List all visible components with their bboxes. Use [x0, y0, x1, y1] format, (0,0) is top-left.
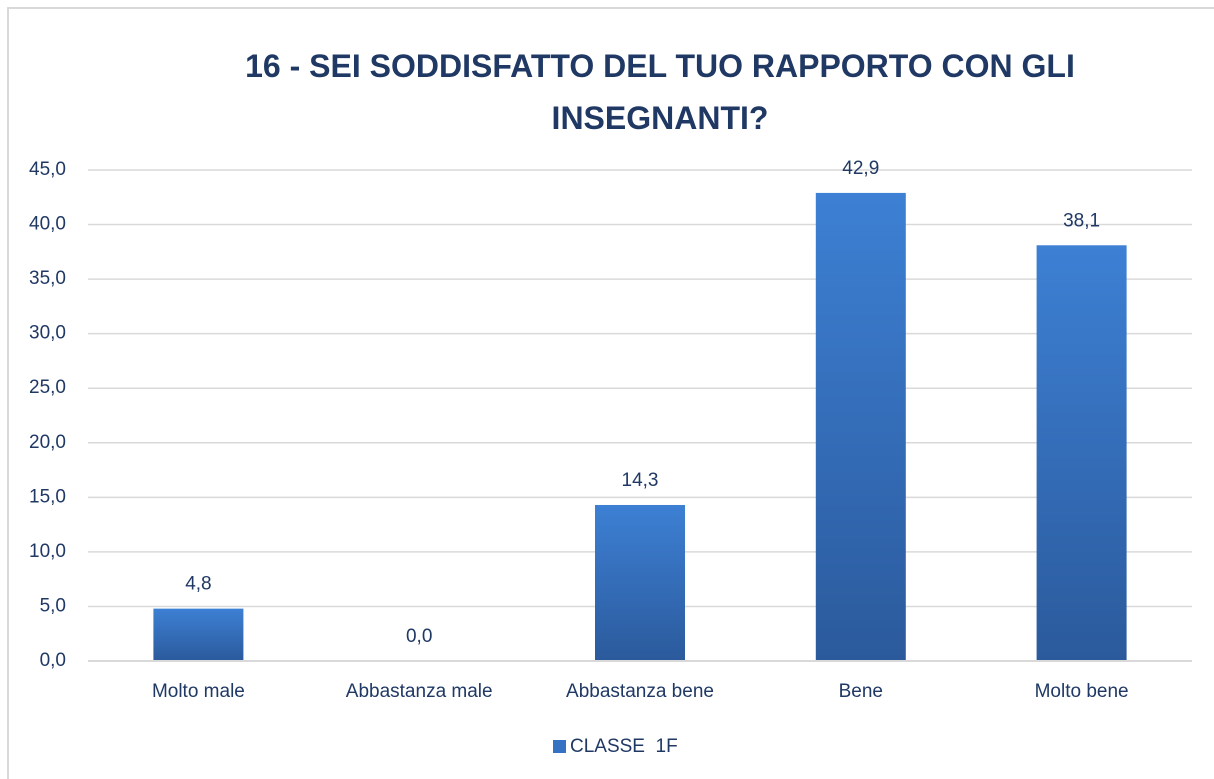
chart-border	[7, 7, 1214, 779]
bar	[595, 504, 685, 661]
y-tick-label: 5,0	[40, 595, 66, 616]
data-label: 4,8	[185, 574, 211, 595]
y-tick-label: 0,0	[40, 650, 66, 671]
y-tick-label: 35,0	[29, 268, 66, 289]
x-tick-label: Abbastanza bene	[566, 681, 714, 702]
bar	[1036, 245, 1127, 661]
y-tick-label: 30,0	[29, 323, 66, 344]
bar	[153, 608, 244, 661]
y-tick-label: 40,0	[29, 214, 66, 235]
chart-title: 16 - SEI SODDISFATTO DEL TUO RAPPORTO CO…	[245, 48, 1075, 136]
x-tick-label: Abbastanza male	[346, 681, 493, 702]
y-tick-label: 25,0	[29, 377, 66, 398]
y-tick-label: 15,0	[29, 486, 66, 507]
data-label: 38,1	[1063, 210, 1100, 231]
legend-swatch	[553, 740, 566, 753]
data-label: 14,3	[622, 470, 659, 491]
bar	[815, 192, 906, 661]
x-tick-label: Molto male	[152, 681, 245, 702]
data-label: 42,9	[842, 158, 879, 179]
legend-label: CLASSE 1F	[570, 736, 678, 757]
x-tick-label: Bene	[839, 681, 883, 702]
y-tick-label: 20,0	[29, 432, 66, 453]
data-label: 0,0	[406, 626, 432, 647]
y-tick-label: 45,0	[29, 159, 66, 180]
x-tick-label: Molto bene	[1035, 681, 1129, 702]
y-tick-label: 10,0	[29, 541, 66, 562]
